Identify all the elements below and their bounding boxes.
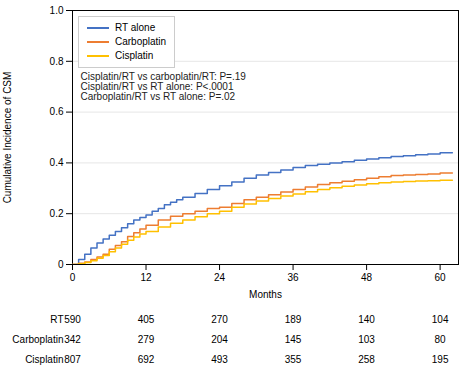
svg-text:36: 36: [288, 272, 300, 283]
svg-text:Carboplatin: Carboplatin: [12, 334, 63, 345]
svg-text:590: 590: [64, 314, 81, 325]
svg-text:103: 103: [358, 334, 375, 345]
svg-text:0.8: 0.8: [50, 56, 64, 67]
html-text:Cisplatin: Cisplatin: [115, 50, 154, 61]
svg-text:493: 493: [211, 354, 228, 365]
html-text:RT alone: RT alone: [115, 22, 156, 33]
svg-text:12: 12: [140, 272, 152, 283]
svg-text:807: 807: [64, 354, 81, 365]
svg-text:270: 270: [211, 314, 228, 325]
svg-text:0: 0: [70, 272, 76, 283]
svg-text:0: 0: [58, 259, 64, 270]
svg-text:24: 24: [214, 272, 226, 283]
svg-text:104: 104: [432, 314, 449, 325]
svg-text:145: 145: [285, 334, 302, 345]
svg-text:195: 195: [432, 354, 449, 365]
svg-text:80: 80: [435, 334, 447, 345]
svg-text:140: 140: [358, 314, 375, 325]
svg-text:48: 48: [361, 272, 373, 283]
svg-text:RT: RT: [50, 314, 63, 325]
svg-text:Months: Months: [249, 289, 282, 300]
svg-text:279: 279: [138, 334, 155, 345]
svg-text:Cisplatin/RT vs carboplatin/RT: Cisplatin/RT vs carboplatin/RT: P=.19Cis…: [81, 71, 247, 102]
html-text:Carboplatin: Carboplatin: [115, 36, 167, 47]
svg-text:258: 258: [358, 354, 375, 365]
svg-text:0.6: 0.6: [50, 106, 64, 117]
svg-text:342: 342: [64, 334, 81, 345]
svg-text:1.0: 1.0: [50, 5, 64, 16]
svg-text:405: 405: [138, 314, 155, 325]
svg-text:Cisplatin: Cisplatin: [25, 354, 63, 365]
svg-text:0.4: 0.4: [50, 157, 64, 168]
svg-text:Cumulative Incidence of CSM: Cumulative Incidence of CSM: [2, 72, 13, 204]
svg-text:692: 692: [138, 354, 155, 365]
svg-text:189: 189: [285, 314, 302, 325]
svg-text:204: 204: [211, 334, 228, 345]
svg-text:355: 355: [285, 354, 302, 365]
svg-text:0.2: 0.2: [50, 208, 64, 219]
svg-text:60: 60: [435, 272, 447, 283]
